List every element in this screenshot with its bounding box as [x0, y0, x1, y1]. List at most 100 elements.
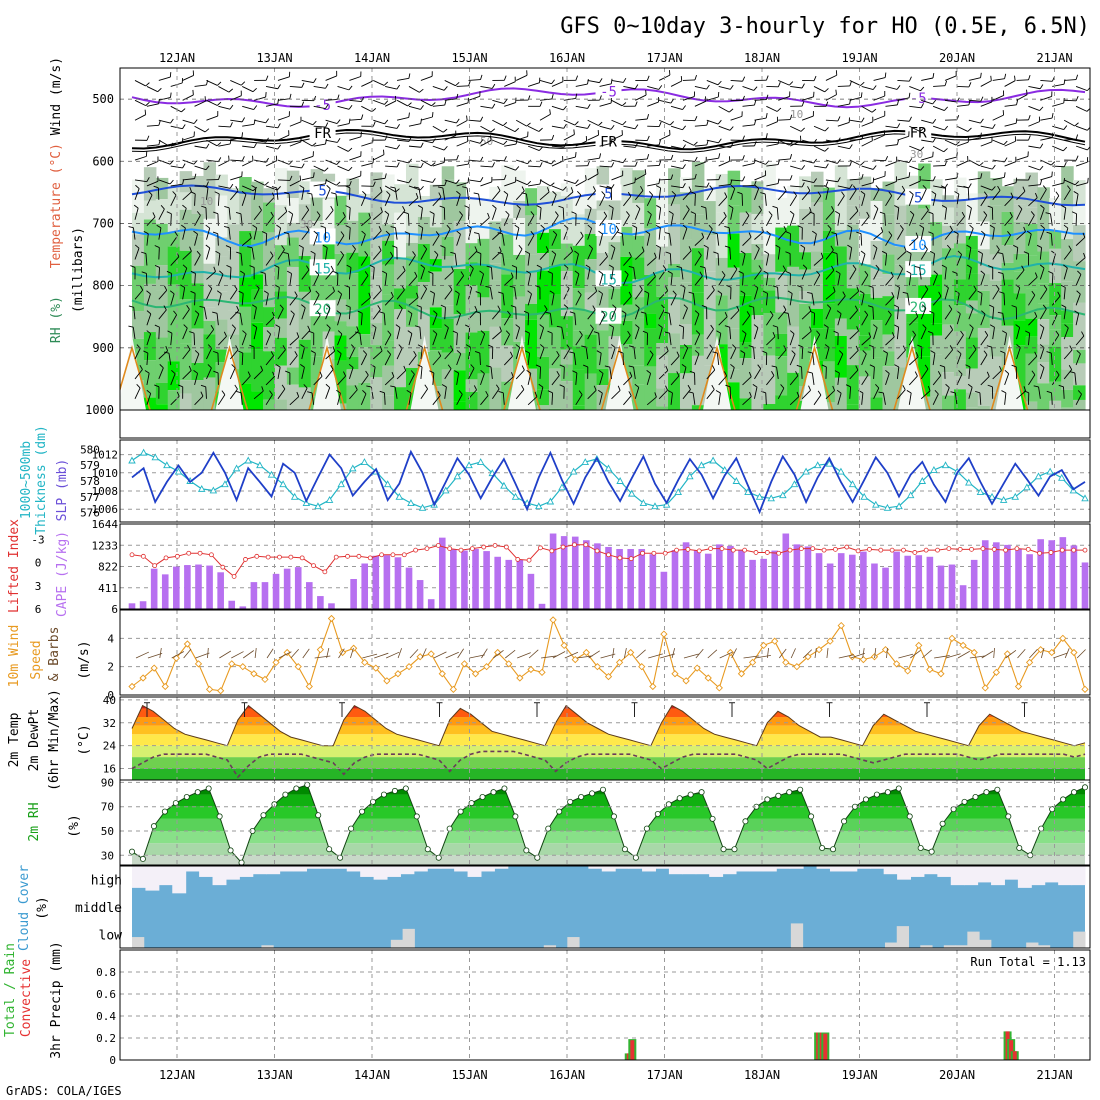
cape-ylabel: CAPE (J/kg)	[55, 531, 70, 617]
rh-cell	[632, 279, 645, 298]
wind-barb-flag	[954, 191, 960, 195]
wind-barb	[503, 334, 511, 346]
wind-barb-flag	[392, 245, 398, 248]
wind-barb-flag	[908, 172, 911, 178]
temp-tick-label: 24	[103, 740, 117, 753]
lifted-index-point	[833, 546, 838, 552]
wind-barb-flag	[915, 232, 919, 238]
wind-barb	[1039, 347, 1045, 360]
rh-cell	[227, 250, 240, 296]
wind-barb	[658, 119, 671, 126]
wind-barb-flag	[824, 88, 829, 93]
wind-barb-flag	[412, 251, 416, 256]
wind-barb	[432, 395, 441, 406]
wind-barb-flag	[813, 158, 818, 164]
rh-tick-label: 70	[101, 801, 114, 814]
isotherm-label-bg	[595, 132, 622, 149]
rh-cell	[930, 274, 943, 324]
wind-barb	[480, 273, 484, 286]
wind-barb	[563, 348, 571, 360]
wind-barb-flag	[539, 324, 544, 329]
rh-cell	[417, 282, 431, 310]
wind-barb	[146, 216, 156, 227]
wind-barb-flag	[547, 271, 553, 274]
wind-barb-flag	[665, 365, 669, 371]
cloud-high-gap	[829, 866, 844, 872]
wind-barb-flag	[420, 105, 424, 110]
wind-barb-flag	[906, 390, 912, 394]
wind-barb-flag	[368, 292, 371, 298]
wind-barb-flag	[492, 162, 495, 168]
precip-legend-total: Total / Rain	[3, 943, 18, 1037]
rh-cell	[525, 319, 538, 369]
cape-bar	[616, 549, 623, 609]
surface-wind-barb	[612, 647, 615, 659]
rh-cell	[263, 399, 276, 410]
wind-barb	[194, 193, 196, 206]
wind-barb-flag	[414, 325, 421, 328]
wind-barb	[801, 389, 811, 400]
rh-point	[1049, 806, 1056, 813]
wind-barb	[325, 350, 335, 360]
wind-barb-flag	[646, 369, 651, 374]
wind-barb	[242, 185, 254, 192]
wind-barb	[837, 195, 845, 207]
wind-barb	[861, 105, 873, 113]
cape-bar	[272, 573, 280, 609]
wind-barb	[920, 227, 925, 240]
wind-barb-flag	[682, 144, 686, 149]
wind-barb	[1028, 294, 1036, 306]
rh-cell	[465, 391, 479, 410]
wind-barb-flag	[1063, 162, 1067, 167]
wind-barb	[872, 307, 875, 320]
rh-cell	[1061, 166, 1074, 205]
wind-barb-flag	[733, 264, 738, 270]
wind-barb-flag	[801, 101, 805, 107]
wind-barb-flag	[130, 265, 136, 268]
bottom-day-label: 15JAN	[451, 1068, 487, 1082]
rh-cell	[441, 369, 455, 400]
wind-barb-flag	[929, 310, 935, 314]
lifted-index-point	[254, 553, 260, 559]
cape-bar	[516, 559, 524, 609]
wind-barb	[539, 113, 551, 121]
wind-barb-flag	[577, 191, 582, 196]
wind-barb	[194, 84, 207, 87]
wind-barb	[277, 115, 290, 121]
wind-barb	[456, 85, 469, 87]
wind-speed-point	[449, 685, 457, 693]
wind-barb-flag	[462, 186, 468, 189]
wind-barb	[134, 208, 139, 220]
wind-barb-flag	[281, 245, 285, 250]
wind-barb-flag	[336, 389, 341, 394]
thickness-point	[232, 464, 241, 472]
rh-cell	[846, 271, 860, 289]
wind-barb	[908, 316, 919, 326]
wind-barb	[480, 165, 493, 168]
rh-cell	[334, 299, 348, 322]
rh-cell	[930, 237, 943, 275]
wind-barb-flag	[420, 142, 424, 148]
boundary-layer-wedge	[313, 335, 341, 410]
rh-cell	[989, 178, 1003, 206]
wind-barb	[956, 353, 962, 366]
wind-barb-flag	[676, 351, 680, 357]
wind-barb	[837, 353, 844, 366]
wind-barb	[717, 253, 720, 266]
rh-point	[983, 789, 990, 796]
wind-barb-flag	[497, 305, 501, 311]
wind-barb-flag	[924, 245, 928, 250]
wind-barb	[1063, 287, 1066, 300]
wind-barb-flag	[447, 364, 452, 370]
rh-cell	[215, 174, 228, 196]
wind-barb	[992, 288, 1000, 300]
wind-barb	[349, 118, 362, 121]
thickness-point	[290, 492, 299, 500]
wind-barb-flag	[325, 122, 329, 128]
wind-barb-flag	[983, 191, 988, 196]
wind-barb	[168, 353, 172, 366]
wind-barb-flag	[498, 246, 502, 252]
rh-cell	[739, 358, 753, 399]
surface-wind-barb	[195, 652, 210, 659]
